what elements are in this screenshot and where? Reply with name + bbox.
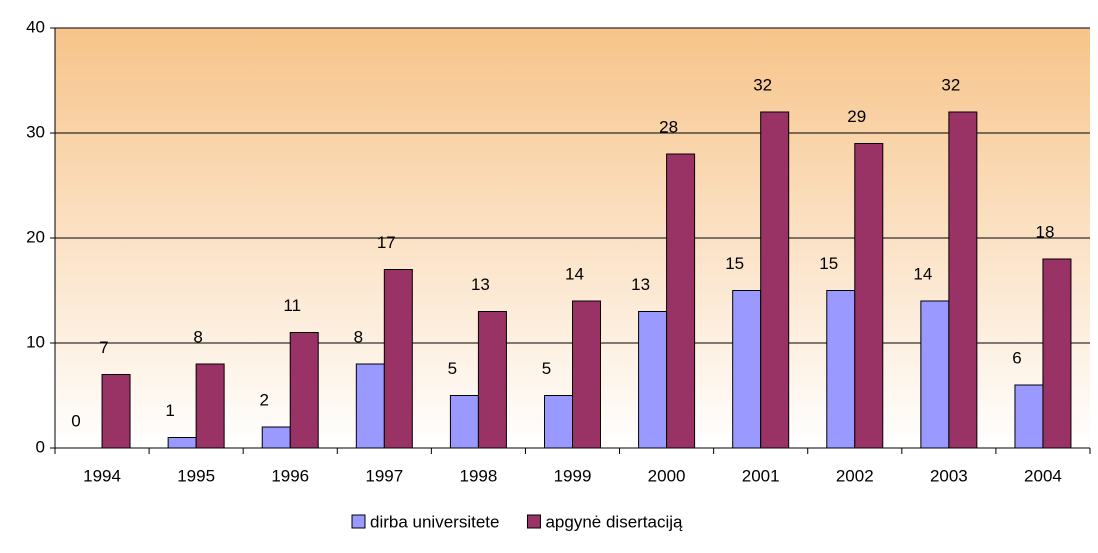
data-label: 5	[448, 359, 457, 378]
data-label: 11	[283, 296, 301, 315]
x-tick-label: 2003	[930, 466, 968, 485]
bar	[195, 363, 225, 449]
bar	[289, 332, 319, 449]
x-tick-label: 1999	[554, 466, 592, 485]
data-label: 5	[542, 359, 551, 378]
data-label: 0	[71, 411, 80, 430]
bar	[261, 426, 291, 449]
bar	[854, 143, 884, 449]
data-label: 13	[471, 275, 490, 294]
bar	[167, 437, 197, 449]
data-label: 14	[565, 264, 584, 283]
data-label: 7	[99, 338, 108, 357]
legend-swatch	[526, 514, 541, 529]
bar	[449, 395, 479, 449]
bar	[826, 290, 856, 449]
data-label: 29	[847, 107, 866, 126]
x-tick-label: 1994	[83, 466, 121, 485]
data-label: 14	[913, 264, 932, 283]
data-label: 8	[193, 327, 202, 346]
x-tick-label: 2000	[648, 466, 686, 485]
bar	[732, 290, 762, 449]
data-label: 8	[354, 327, 363, 346]
y-tick-label: 0	[36, 437, 45, 456]
legend-label: dirba universitete	[370, 512, 499, 531]
bar	[544, 395, 573, 449]
x-tick-label: 2001	[742, 466, 780, 485]
bar	[101, 374, 131, 449]
data-label: 17	[377, 233, 396, 252]
x-tick-label: 2004	[1024, 466, 1062, 485]
x-tick-label: 1996	[271, 466, 309, 485]
data-label: 28	[659, 117, 678, 136]
bar	[355, 363, 385, 449]
data-label: 15	[819, 254, 838, 273]
bar	[666, 153, 696, 449]
y-tick-label: 40	[26, 17, 45, 36]
data-label: 15	[725, 254, 744, 273]
x-tick-label: 2002	[836, 466, 874, 485]
x-tick-label: 1995	[177, 466, 215, 485]
bar	[477, 311, 507, 449]
data-label: 18	[1035, 222, 1054, 241]
data-label: 32	[941, 75, 960, 94]
data-label: 6	[1012, 348, 1021, 367]
bar	[1042, 258, 1072, 449]
y-tick-label: 30	[26, 122, 45, 141]
data-label: 32	[753, 75, 772, 94]
bar	[638, 311, 668, 449]
data-label: 13	[631, 275, 650, 294]
data-label: 2	[259, 390, 268, 409]
bar	[1014, 384, 1044, 449]
x-tick-label: 1997	[365, 466, 403, 485]
legend-label: apgynė disertaciją	[545, 512, 683, 531]
bar	[383, 269, 413, 449]
bar	[948, 111, 978, 449]
bar	[920, 300, 950, 449]
bar	[572, 300, 601, 449]
y-tick-label: 10	[26, 332, 45, 351]
legend-swatch	[351, 514, 366, 529]
bar	[760, 111, 790, 449]
data-label: 1	[165, 401, 174, 420]
y-tick-label: 20	[26, 227, 45, 246]
x-tick-label: 1998	[459, 466, 497, 485]
